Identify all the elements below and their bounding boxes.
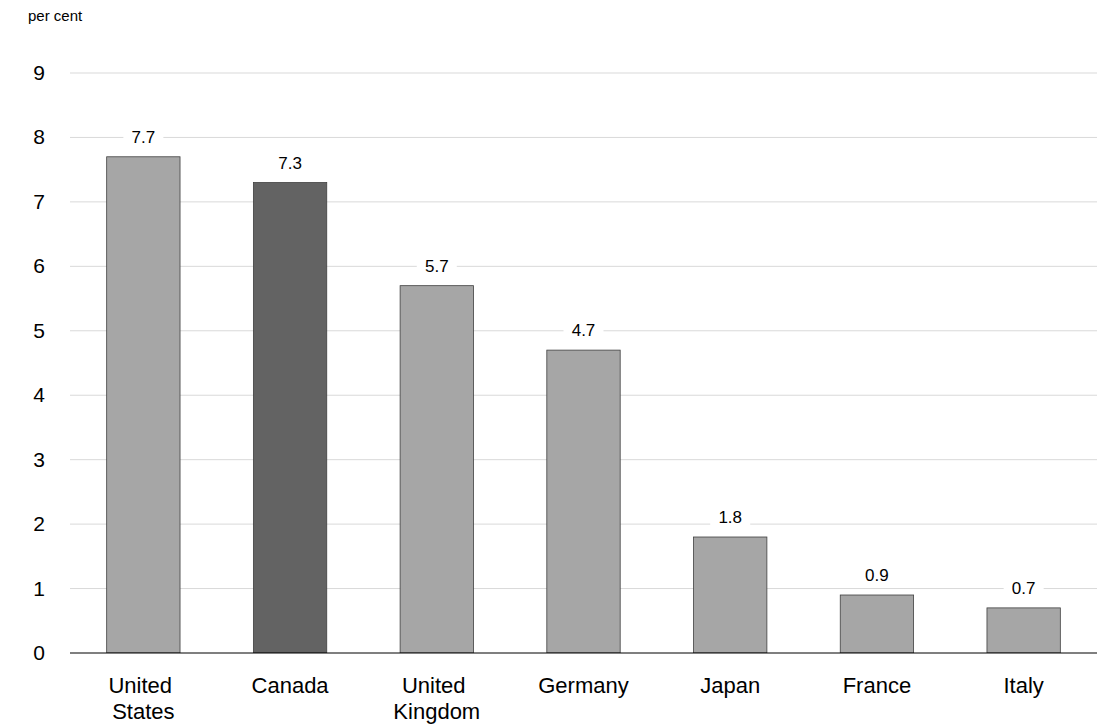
data-label: 7.3 <box>278 154 302 173</box>
data-label-background <box>123 127 163 147</box>
y-tick-label: 3 <box>33 448 45 471</box>
y-tick-label: 7 <box>33 190 45 213</box>
data-label-background <box>710 507 750 527</box>
y-tick-label: 6 <box>33 254 45 277</box>
chart-container: per cent 0 1 2 3 4 5 6 7 8 9 7.7 7.3 5.7 4.7 1.8 0.9 0.7 U… <box>0 0 1097 728</box>
bar <box>107 157 180 653</box>
data-label: 0.7 <box>1012 579 1036 598</box>
data-label-background <box>857 565 897 585</box>
y-tick-label: 1 <box>33 577 45 600</box>
y-axis-label: per cent <box>28 7 83 24</box>
data-labels: 7.7 7.3 5.7 4.7 1.8 0.9 0.7 <box>123 127 1043 598</box>
x-axis-line <box>70 652 1097 653</box>
data-label: 7.7 <box>132 128 156 147</box>
x-tick-label: Japan <box>700 673 760 698</box>
y-tick-label: 9 <box>33 61 45 84</box>
data-label: 0.9 <box>865 566 889 585</box>
x-tick-label: Canada <box>252 673 330 698</box>
data-label: 5.7 <box>425 257 449 276</box>
y-tick-label: 5 <box>33 319 45 342</box>
bars <box>107 157 1061 653</box>
grid-line <box>70 137 1097 138</box>
bar <box>840 595 913 653</box>
bar <box>987 608 1060 653</box>
data-label-background <box>1004 578 1044 598</box>
chart: per cent 0 1 2 3 4 5 6 7 8 9 7.7 7.3 5.7 4.7 1.8 0.9 0.7 U… <box>0 0 1097 728</box>
x-tick-label: Italy <box>1003 673 1043 698</box>
data-label-background <box>417 256 457 276</box>
bar <box>400 286 473 653</box>
data-label: 4.7 <box>572 321 596 340</box>
bar <box>547 350 620 653</box>
x-tick-label: France <box>843 673 911 698</box>
x-tick-label: United States <box>108 673 178 724</box>
y-tick-label: 0 <box>33 641 45 664</box>
bar <box>694 537 767 653</box>
x-tick-label: United Kingdom <box>393 673 480 724</box>
grid-line <box>70 73 1097 74</box>
grid-line <box>70 266 1097 267</box>
data-label: 1.8 <box>718 508 742 527</box>
y-tick-label: 8 <box>33 125 45 148</box>
grid-line <box>70 201 1097 202</box>
y-tick-label: 4 <box>33 383 45 406</box>
y-tick-label: 2 <box>33 512 45 535</box>
data-label-background <box>270 153 310 173</box>
data-label-background <box>564 320 604 340</box>
x-tick-label: Germany <box>538 673 628 698</box>
bar <box>253 183 326 653</box>
